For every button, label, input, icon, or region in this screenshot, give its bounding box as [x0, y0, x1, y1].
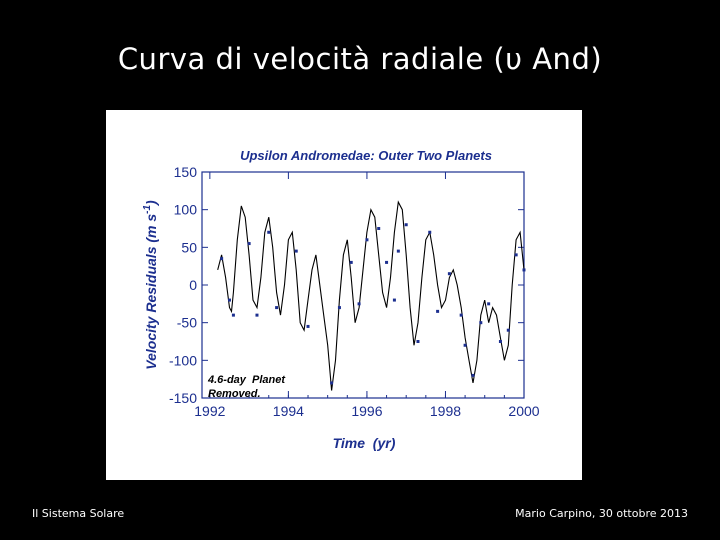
- y-tick-label: 0: [189, 277, 197, 293]
- observation-point: [247, 242, 251, 246]
- figure-panel: Upsilon Andromedae: Outer Two Planets 15…: [106, 110, 582, 480]
- observation-point: [416, 340, 420, 343]
- observation-points: [220, 223, 526, 385]
- observation-point: [428, 230, 432, 234]
- observation-point: [463, 343, 467, 347]
- footer-left: Il Sistema Solare: [32, 507, 125, 520]
- x-tick-label: 2000: [508, 403, 539, 419]
- observation-point: [436, 309, 440, 313]
- y-tick-label: 100: [174, 202, 198, 218]
- x-axis-label: Time (yr): [333, 435, 396, 451]
- observation-point: [255, 313, 259, 317]
- x-tick-label: 1994: [273, 403, 304, 419]
- annotation-line-1: 4.6-day Planet: [207, 374, 286, 386]
- observation-point: [377, 227, 381, 230]
- observation-point: [479, 321, 483, 325]
- observation-point: [385, 260, 389, 264]
- x-tick-label: 1992: [194, 403, 225, 419]
- observation-point: [471, 373, 475, 377]
- observation-point: [349, 260, 353, 264]
- slide-title: Curva di velocità radiale (υ And): [117, 42, 603, 76]
- observation-point: [337, 306, 341, 310]
- observation-point: [275, 306, 279, 310]
- chart-title: Upsilon Andromedae: Outer Two Planets: [240, 148, 492, 163]
- observation-point: [487, 302, 491, 306]
- observation-point: [404, 223, 408, 227]
- observation-point: [392, 298, 396, 302]
- y-tick-label: -100: [169, 352, 197, 368]
- y-axis-label-text: Velocity Residuals (m s: [143, 214, 159, 370]
- y-tick-label: 150: [174, 164, 198, 180]
- y-axis-label-sup: -1: [142, 205, 153, 214]
- observation-point: [227, 298, 231, 302]
- observation-point: [330, 381, 334, 385]
- observation-point: [447, 272, 451, 276]
- observation-point: [231, 313, 235, 317]
- annotation-line-2: Removed.: [208, 388, 261, 400]
- observation-point: [357, 302, 361, 306]
- observation-point: [294, 249, 298, 253]
- x-tick-label: 1996: [351, 403, 382, 419]
- y-tick-label: -150: [169, 390, 197, 406]
- y-axis-label: Velocity Residuals (m s-1): [142, 200, 159, 370]
- y-axis: 150 100 50 0 -50 -100 -150: [169, 164, 524, 406]
- observation-point: [306, 324, 310, 328]
- y-axis-label-close: ): [143, 200, 159, 207]
- model-curve: [217, 200, 525, 391]
- observation-point: [459, 313, 463, 317]
- observation-point: [365, 238, 369, 242]
- x-tick-label: 1998: [430, 403, 461, 419]
- y-tick-label: 50: [181, 239, 197, 255]
- observation-point: [396, 249, 400, 253]
- observation-point: [498, 340, 502, 343]
- observation-point: [220, 257, 224, 261]
- radial-velocity-chart: Upsilon Andromedae: Outer Two Planets 15…: [142, 148, 540, 451]
- observation-point: [506, 328, 510, 332]
- x-axis: 1992 1994 1996 1998 2000: [194, 172, 540, 419]
- footer-right: Mario Carpino, 30 ottobre 2013: [515, 507, 688, 520]
- y-tick-label: -50: [177, 315, 197, 331]
- observation-point: [514, 253, 518, 257]
- observation-point: [267, 230, 271, 234]
- observation-point: [522, 268, 526, 272]
